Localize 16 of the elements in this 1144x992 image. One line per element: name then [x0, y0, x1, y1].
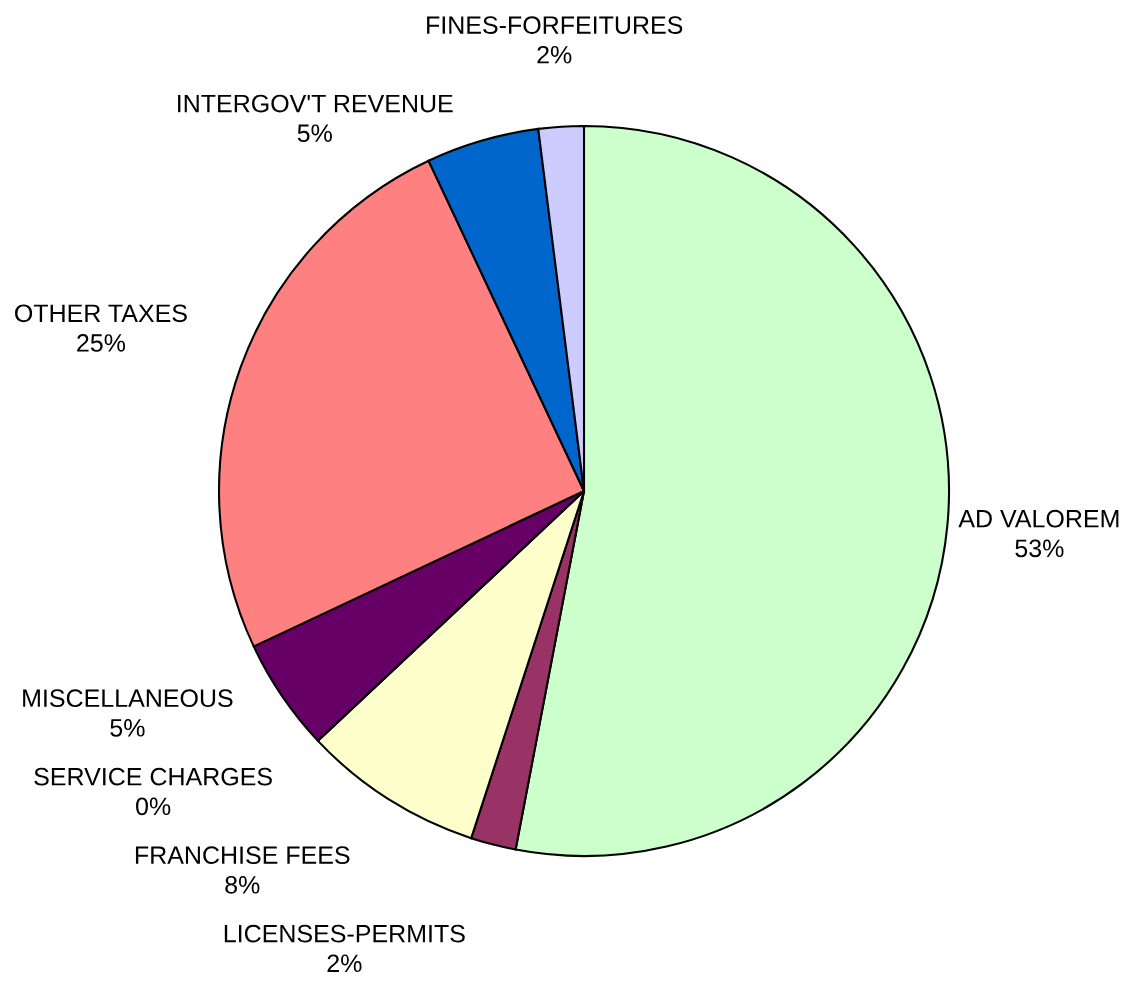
slice-label: FINES-FORFEITURES — [427, 16, 683, 34]
data-label: 53% — [1015, 539, 1064, 558]
category-label: SERVICE CHARGES — [34, 767, 272, 786]
data-label: 5% — [110, 719, 145, 737]
data-label: 5% — [297, 124, 332, 143]
slice-label: MISCELLANEOUS — [23, 689, 233, 708]
slice-label: LICENSES-PERMITS — [224, 924, 465, 943]
data-label: 25% — [77, 334, 126, 352]
slice-label: OTHER TAXES — [15, 304, 187, 323]
data-label: 2% — [327, 954, 362, 973]
data-label: 2% — [537, 45, 572, 64]
text: 0% — [136, 797, 171, 816]
slice-label: AD VALOREM — [958, 509, 1119, 528]
slice-label: FRANCHISE FEES — [135, 846, 350, 865]
data-label: 8% — [225, 875, 260, 894]
slice-label: INTERGOV'T REVENUE — [178, 94, 453, 113]
